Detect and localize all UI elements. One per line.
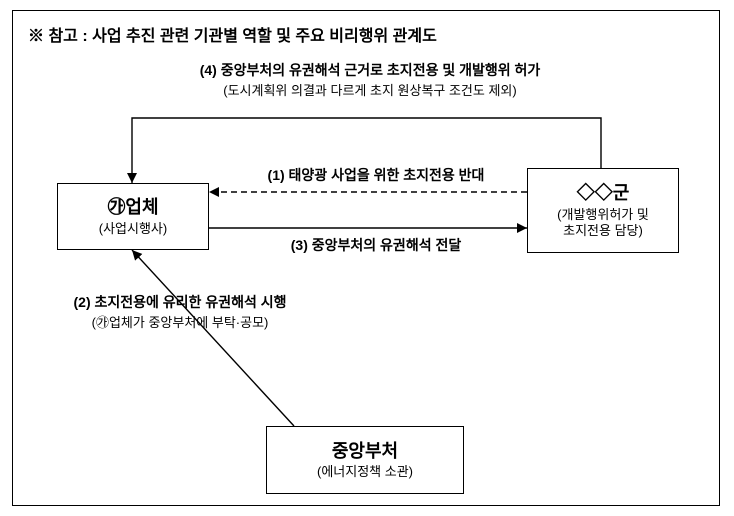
node-county: ◇◇군 (개발행위허가 및 초지전용 담당): [527, 168, 679, 253]
edge-label-4-title: (4) 중앙부처의 유권해석 근거로 초지전용 및 개발행위 허가: [200, 62, 541, 78]
edge-label-1-title: (1) 태양광 사업을 위한 초지전용 반대: [268, 167, 485, 183]
node-central-gov-title: 중앙부처: [332, 440, 398, 463]
edge-label-2: (2) 초지전용에 유리한 유권해석 시행 (㉮업체가 중앙부처에 부탁·공모): [35, 292, 325, 331]
edge-label-1: (1) 태양광 사업을 위한 초지전용 반대: [236, 165, 516, 185]
edge-label-4: (4) 중앙부처의 유권해석 근거로 초지전용 및 개발행위 허가 (도시계획위…: [150, 60, 590, 99]
edge-label-3: (3) 중앙부처의 유권해석 전달: [258, 235, 494, 255]
node-county-sub1: (개발행위허가 및: [557, 207, 649, 223]
node-central-gov-sub: (에너지정책 소관): [317, 464, 413, 480]
node-company: ㉮업체 (사업시행사): [57, 183, 209, 250]
edge-label-2-title: (2) 초지전용에 유리한 유권해석 시행: [74, 294, 287, 310]
node-company-title: ㉮업체: [107, 196, 158, 219]
node-county-sub2: 초지전용 담당): [563, 223, 643, 239]
node-central-gov: 중앙부처 (에너지정책 소관): [266, 426, 464, 494]
node-county-title: ◇◇군: [577, 182, 630, 205]
diagram-title: ※ 참고 : 사업 추진 관련 기관별 역할 및 주요 비리행위 관계도: [28, 22, 437, 46]
edge-label-2-sub: (㉮업체가 중앙부처에 부탁·공모): [35, 312, 325, 331]
edge-label-4-sub: (도시계획위 의결과 다르게 초지 원상복구 조건도 제외): [150, 80, 590, 99]
node-company-sub: (사업시행사): [99, 221, 167, 237]
edge-label-3-title: (3) 중앙부처의 유권해석 전달: [291, 237, 461, 253]
